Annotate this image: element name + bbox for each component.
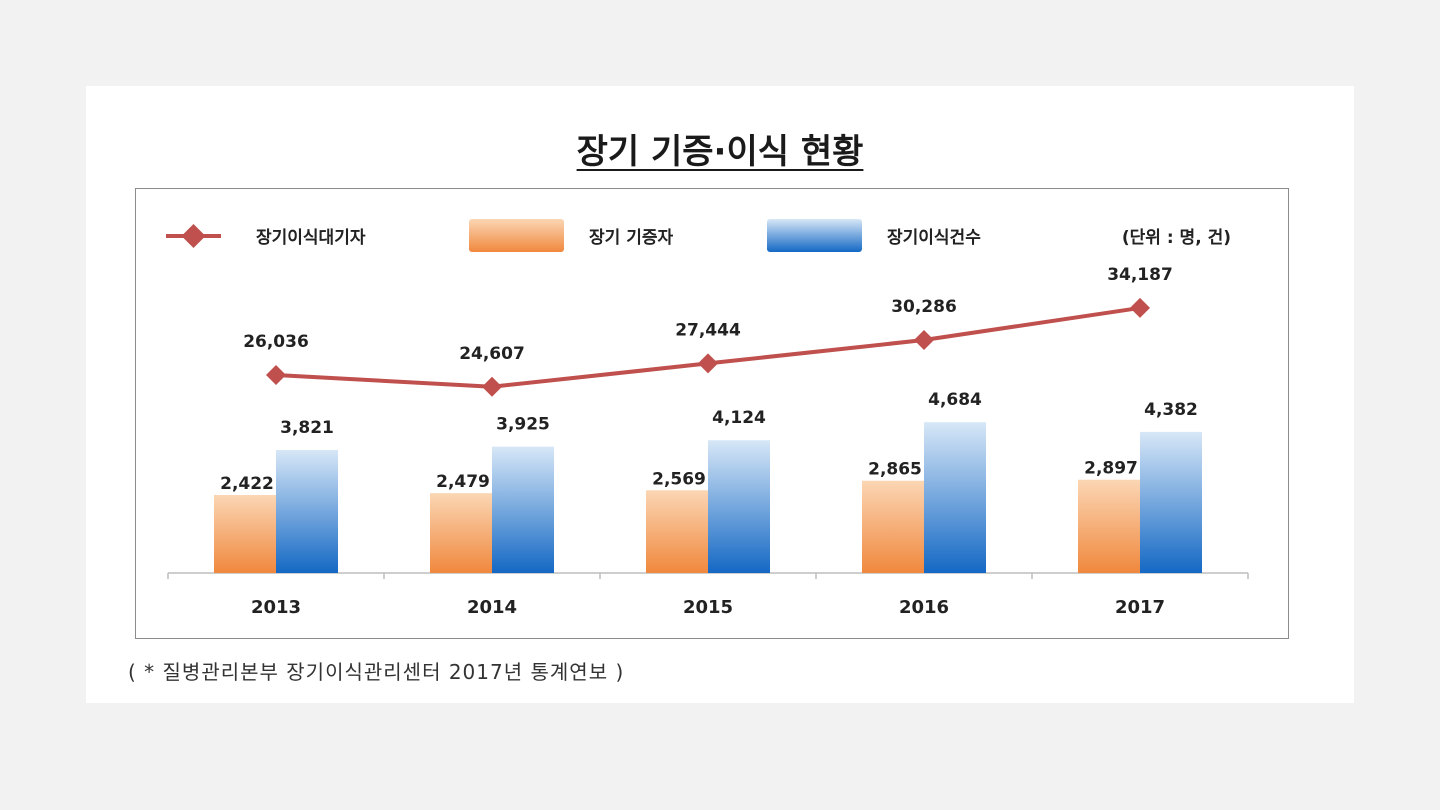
x-tick-label: 2015 — [683, 597, 733, 618]
page-title-text: 장기 기증·이식 현황 — [576, 132, 864, 172]
bar-donor — [646, 490, 708, 573]
plot-area: 2,422 3,821 2013 2,479 3,925 2014 2,569 4,124 20… — [167, 265, 1249, 618]
data-label-donor: 2,897 — [1084, 459, 1138, 479]
data-label-waitlist: 27,444 — [675, 320, 741, 340]
data-label-transplant: 3,821 — [280, 418, 334, 438]
data-label-waitlist: 24,607 — [459, 344, 525, 364]
legend: 장기이식대기자 장기 기증자 장기이식건수 (단위 : 명, 건) — [166, 219, 1231, 252]
waitlist-point — [1130, 297, 1150, 318]
data-label-transplant: 4,684 — [928, 390, 982, 410]
bar-donor — [1078, 479, 1140, 573]
legend-diamond-marker — [181, 224, 206, 248]
data-label-donor: 2,479 — [436, 472, 490, 492]
legend-label-donor: 장기 기증자 — [589, 228, 673, 248]
data-label-waitlist: 34,187 — [1107, 265, 1173, 285]
x-tick-label: 2014 — [467, 597, 517, 618]
bar-transplant — [708, 440, 770, 573]
data-label-transplant: 4,382 — [1144, 400, 1198, 420]
x-tick-label: 2017 — [1115, 597, 1165, 618]
x-tick-label: 2016 — [899, 597, 949, 618]
x-tick-label: 2013 — [251, 597, 301, 618]
unit-note: (단위 : 명, 건) — [1122, 228, 1231, 248]
bar-transplant — [924, 422, 986, 573]
bar-transplant — [276, 449, 338, 573]
data-label-waitlist: 30,286 — [891, 297, 957, 317]
data-label-donor: 2,865 — [868, 460, 922, 480]
bar-donor — [430, 493, 492, 573]
bar-donor — [214, 495, 276, 573]
legend-label-waitlist: 장기이식대기자 — [256, 228, 366, 248]
chart-frame: 장기이식대기자 장기 기증자 장기이식건수 (단위 : 명, 건) 2,422 3,82… — [135, 188, 1289, 639]
waitlist-point — [266, 365, 286, 385]
data-label-waitlist: 26,036 — [243, 332, 309, 352]
source-note: ( * 질병관리본부 장기이식관리센터 2017년 통계연보 ) — [128, 660, 625, 684]
page-title: 장기 기증·이식 현황 — [0, 124, 1440, 173]
legend-swatch-transplant — [767, 219, 862, 252]
bar-donor — [862, 480, 924, 573]
bar-transplant — [1140, 431, 1202, 573]
data-label-transplant: 3,925 — [496, 415, 550, 435]
waitlist-point — [482, 376, 502, 397]
legend-swatch-donor — [469, 219, 564, 252]
data-label-transplant: 4,124 — [712, 408, 766, 428]
waitlist-point — [698, 353, 718, 374]
bar-transplant — [492, 446, 554, 573]
data-label-donor: 2,569 — [652, 469, 706, 489]
chart: 장기이식대기자 장기 기증자 장기이식건수 (단위 : 명, 건) 2,422 3,82… — [166, 219, 1249, 618]
data-label-donor: 2,422 — [220, 474, 274, 494]
waitlist-point — [914, 330, 934, 351]
legend-label-transplant: 장기이식건수 — [887, 228, 981, 248]
